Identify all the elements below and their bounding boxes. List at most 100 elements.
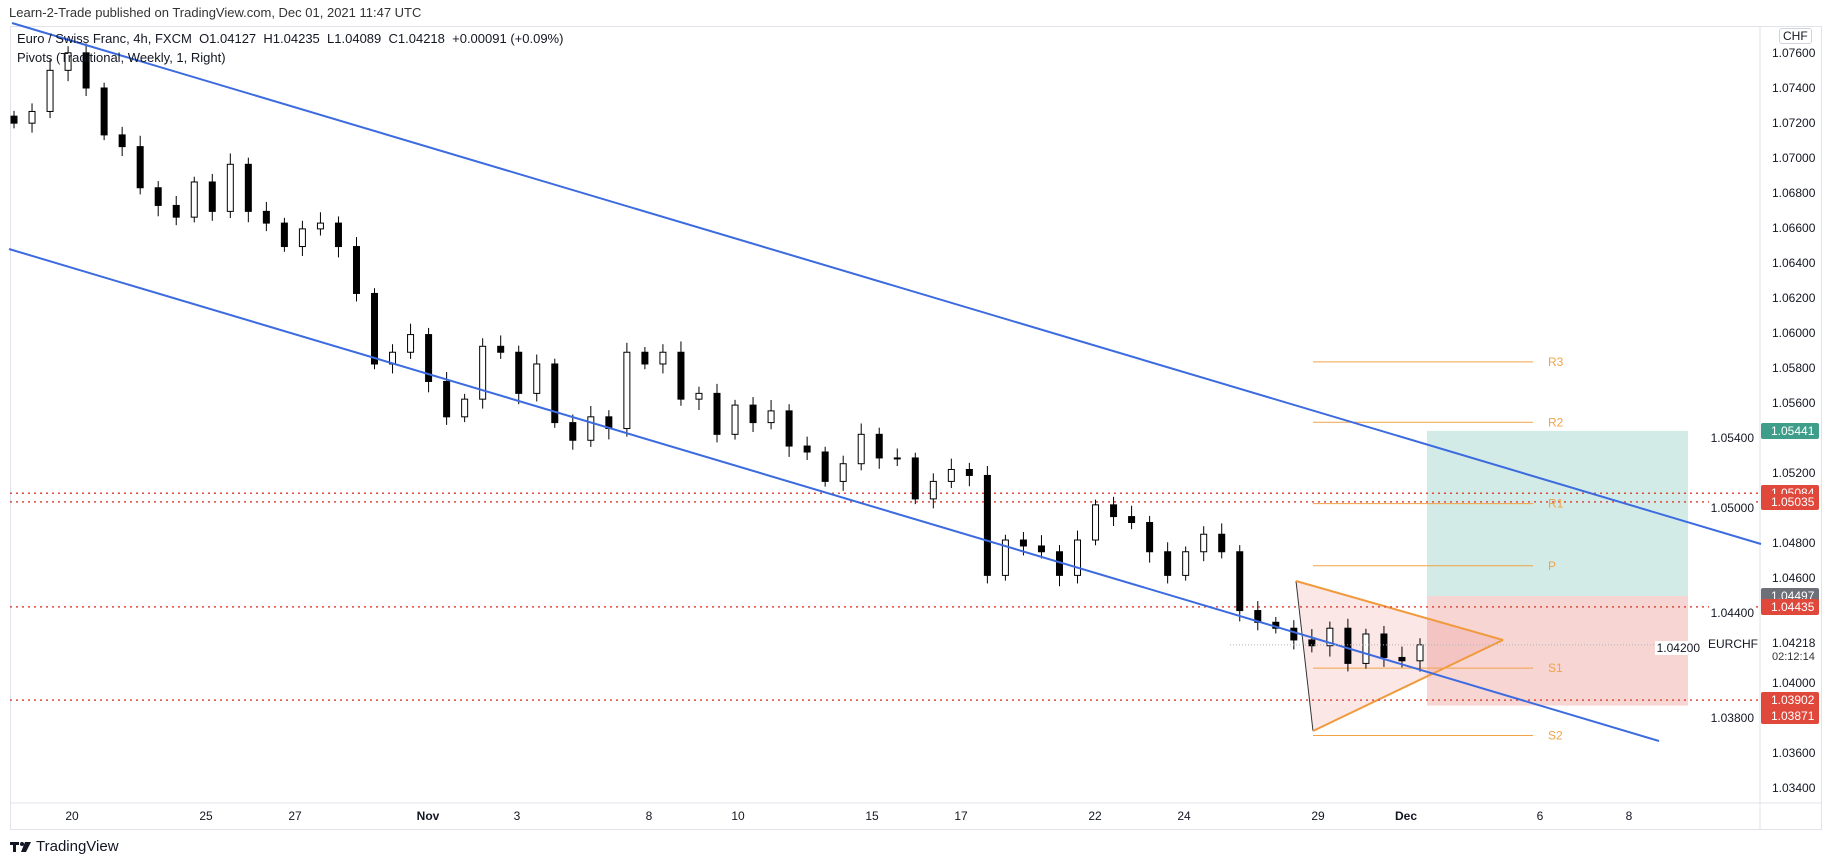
level-price-tag: 1.04435 (1761, 598, 1819, 615)
time-tick: 3 (513, 809, 521, 823)
candle-body (587, 416, 595, 441)
candle-body (1019, 539, 1027, 547)
time-tick: 17 (954, 809, 968, 823)
candle-body (28, 110, 36, 124)
tradingview-logo[interactable]: TradingView (10, 838, 119, 855)
candle-body (623, 351, 631, 430)
candle-body (461, 398, 469, 418)
candle-body (569, 422, 577, 441)
candle-body (1362, 633, 1370, 664)
candle-body (208, 181, 216, 212)
candle-body (785, 410, 793, 447)
ohlc-open: O1.04127 (199, 31, 257, 46)
price-tick: 1.03600 (1772, 746, 1816, 760)
long-position-loss-zone (1427, 596, 1688, 706)
candle-body (857, 433, 865, 465)
time-tick: 27 (288, 809, 302, 823)
pivot-label-r2: R2 (1548, 415, 1564, 429)
candle-body (1128, 516, 1136, 524)
time-tick: 20 (65, 809, 79, 823)
candle-body (1290, 627, 1298, 641)
candle-body (551, 363, 559, 424)
time-tick: 6 (1536, 809, 1544, 823)
candle-body (298, 228, 306, 248)
candle-body (46, 69, 54, 112)
candle-body (965, 469, 973, 476)
time-tick: 8 (645, 809, 653, 823)
candle-body (839, 463, 847, 482)
candle-body (64, 52, 72, 71)
candle-body (10, 115, 18, 124)
candle-body (371, 292, 379, 365)
candle-body (1236, 551, 1244, 612)
channel-upper-line (11, 22, 1762, 545)
time-tick: 10 (731, 809, 745, 823)
candle-body (875, 433, 883, 459)
candle-body (983, 474, 991, 576)
target-price-tag: 1.05441 (1761, 422, 1819, 439)
candle-body (731, 404, 739, 435)
pivot-label-r1: R1 (1548, 497, 1564, 511)
currency-badge[interactable]: CHF (1779, 28, 1812, 44)
candle-body (1416, 644, 1424, 662)
candle-body (641, 351, 649, 365)
candle-body (1037, 545, 1045, 553)
stop-tag-bg (1761, 692, 1819, 725)
candle-body (1344, 627, 1352, 664)
candle-body (172, 204, 180, 218)
candle-body (316, 222, 324, 230)
ohlc-high: H1.04235 (263, 31, 320, 46)
candle-body (1182, 551, 1190, 576)
candle-body (244, 163, 252, 212)
pivot-label-p: P (1548, 559, 1556, 573)
level-price-tag: 1.05035 (1761, 493, 1819, 510)
time-tick: Nov (416, 809, 440, 823)
triangle-edge (1295, 580, 1314, 732)
candle-body (1218, 533, 1226, 553)
symbol-legend: Euro / Swiss Franc, 4h, FXCM O1.04127 H1… (17, 31, 563, 46)
level-price-tag: 1.03902 (1771, 693, 1815, 708)
price-tick: 1.03800 (1708, 711, 1756, 725)
price-tick: 1.05600 (1772, 396, 1816, 410)
indicator-legend[interactable]: Pivots (Traditional, Weekly, 1, Right) (17, 50, 226, 65)
price-tick: 1.04200 (1654, 641, 1702, 655)
symbol-label: EURCHF (1708, 636, 1758, 651)
ohlc-low: L1.04089 (327, 31, 382, 46)
price-tick: 1.05800 (1772, 361, 1816, 375)
candle-body (262, 210, 270, 224)
publisher-caption: Learn-2-Trade published on TradingView.c… (9, 5, 422, 20)
price-tick: 1.05200 (1772, 466, 1816, 480)
candle-body (1398, 656, 1406, 662)
candle-body (100, 87, 108, 136)
candle-body (749, 404, 757, 424)
candle-body (280, 222, 288, 248)
candle-body (911, 457, 919, 500)
candle-body (677, 351, 685, 400)
candle-body (713, 392, 721, 435)
price-tick: 1.04000 (1772, 676, 1816, 690)
candle-body (947, 469, 955, 482)
time-tick: 15 (865, 809, 879, 823)
triangle-fill (1296, 581, 1503, 731)
price-tick: 1.04800 (1772, 536, 1816, 550)
price-tick: 1.04400 (1708, 606, 1756, 620)
candle-body (929, 480, 937, 500)
candle-body (515, 351, 523, 394)
symbol-name: Euro / Swiss Franc, 4h, FXCM (17, 31, 192, 46)
candle-body (659, 351, 667, 365)
price-tick: 1.05000 (1708, 501, 1756, 515)
candle-body (767, 410, 775, 424)
candle-body (497, 345, 505, 353)
stop-price-tag: 1.03871 (1771, 709, 1815, 724)
price-tick: 1.07200 (1772, 116, 1816, 130)
candle-body (352, 246, 360, 294)
candle-body (425, 334, 433, 382)
ohlc-change: +0.00091 (+0.09%) (452, 31, 564, 46)
candle-body (407, 334, 415, 353)
price-tick: 1.06000 (1772, 326, 1816, 340)
pivot-label-r3: R3 (1548, 355, 1564, 369)
time-tick: 22 (1088, 809, 1102, 823)
time-tick: 8 (1625, 809, 1633, 823)
price-tick: 1.06600 (1772, 221, 1816, 235)
